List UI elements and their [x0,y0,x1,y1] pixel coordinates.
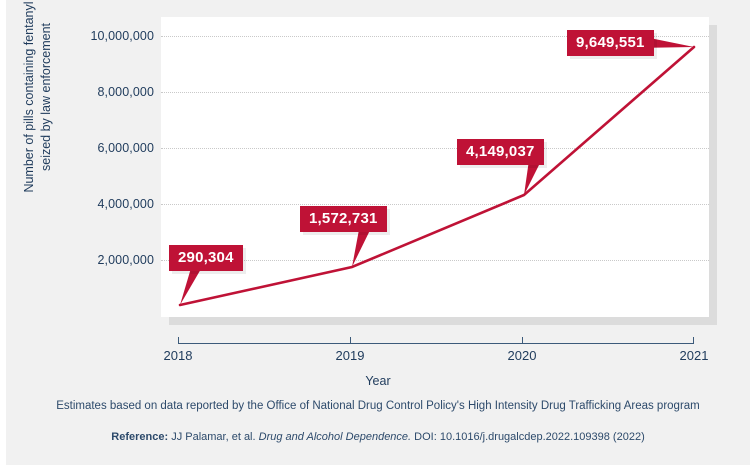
reference-doi: DOI: 10.1016/j.drugalcdep.2022.109398 (2… [414,431,645,443]
gridline-2000000 [161,260,709,261]
y-tick-label-6000000: 6,000,000 [97,141,154,155]
y-tick-label-8000000: 8,000,000 [97,85,154,99]
y-tick-label-2000000: 2,000,000 [97,253,154,267]
x-tick-label-2019: 2019 [335,348,365,363]
x-tick-2019 [350,337,351,344]
data-label-2018: 290,304 [169,245,243,271]
y-axis-title: Number of pills containing fentanyl seiz… [21,0,55,227]
y-axis-ticks: 10,000,000 8,000,000 6,000,000 4,000,000… [6,17,154,317]
chart-reference: Reference: JJ Palamar, et al. Drug and A… [6,431,750,443]
y-axis-title-line2: seized by law enforcement [39,23,53,171]
reference-authors: JJ Palamar, et al. [171,431,256,443]
y-tick-label-4000000: 4,000,000 [97,197,154,211]
x-tick-2018 [178,337,179,344]
x-tick-label-2018: 2018 [163,348,193,363]
x-tick-label-2020: 2020 [507,348,537,363]
reference-journal: Drug and Alcohol Dependence. [258,431,412,443]
data-label-2021: 9,649,551 [567,30,654,56]
x-tick-label-2021: 2021 [679,348,709,363]
data-label-2020: 4,149,037 [457,139,544,165]
y-tick-label-10000000: 10,000,000 [90,29,154,43]
gridline-4000000 [161,204,709,205]
x-tick-2021 [693,337,694,344]
y-axis-title-line1: Number of pills containing fentanyl [22,1,36,193]
x-axis-line [178,337,694,344]
gridline-10000000 [161,36,709,37]
x-axis-title: Year [365,374,391,388]
chart-footnote: Estimates based on data reported by the … [56,400,700,412]
plot-area [161,17,709,317]
data-label-2019: 1,572,731 [300,206,387,232]
gridline-6000000 [161,148,709,149]
gridline-8000000 [161,92,709,93]
reference-label: Reference: [111,431,169,443]
x-tick-2020 [522,337,523,344]
